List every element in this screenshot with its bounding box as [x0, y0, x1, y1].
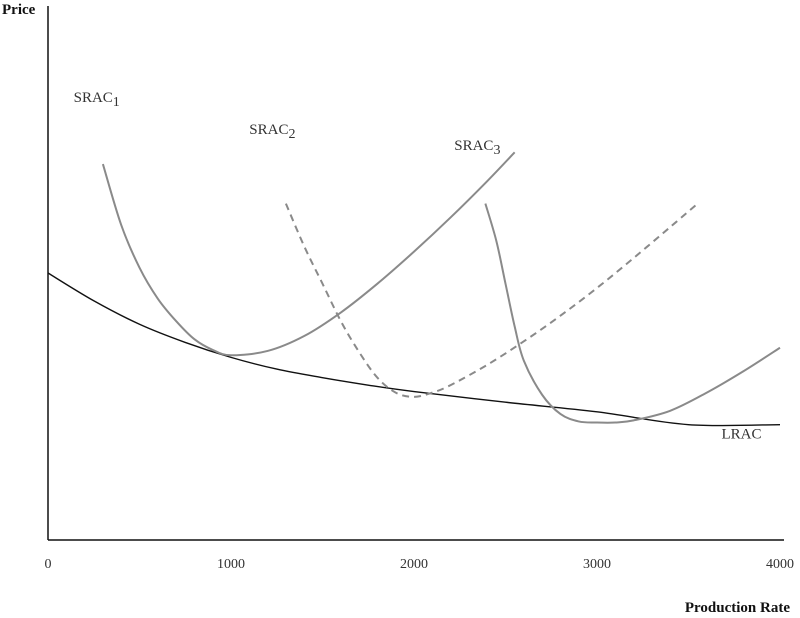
curve-labels: LRAC SRAC1 SRAC2 SRAC3 [74, 90, 762, 442]
x-tick-label: 1000 [217, 557, 245, 572]
curve-label-srac3: SRAC3 [454, 138, 500, 158]
curve-srac2 [284, 202, 699, 398]
y-axis-title: Price [2, 2, 36, 18]
x-tick-label: 3000 [583, 557, 611, 572]
curve-label-srac2: SRAC2 [249, 122, 295, 142]
plot-area [47, 6, 784, 541]
x-tick-label: 2000 [400, 557, 428, 572]
curve-lrac [47, 272, 781, 427]
curve-label-srac1: SRAC1 [74, 90, 120, 110]
curve-label-lrac: LRAC [721, 427, 761, 443]
curve-srac1 [101, 151, 516, 357]
x-tick-label: 0 [45, 557, 52, 572]
x-axis-title: Production Rate [685, 600, 790, 616]
x-axis-ticks: 0 1000 2000 3000 4000 [45, 557, 795, 572]
x-tick-label: 4000 [766, 557, 794, 572]
curve-srac3 [484, 203, 781, 424]
